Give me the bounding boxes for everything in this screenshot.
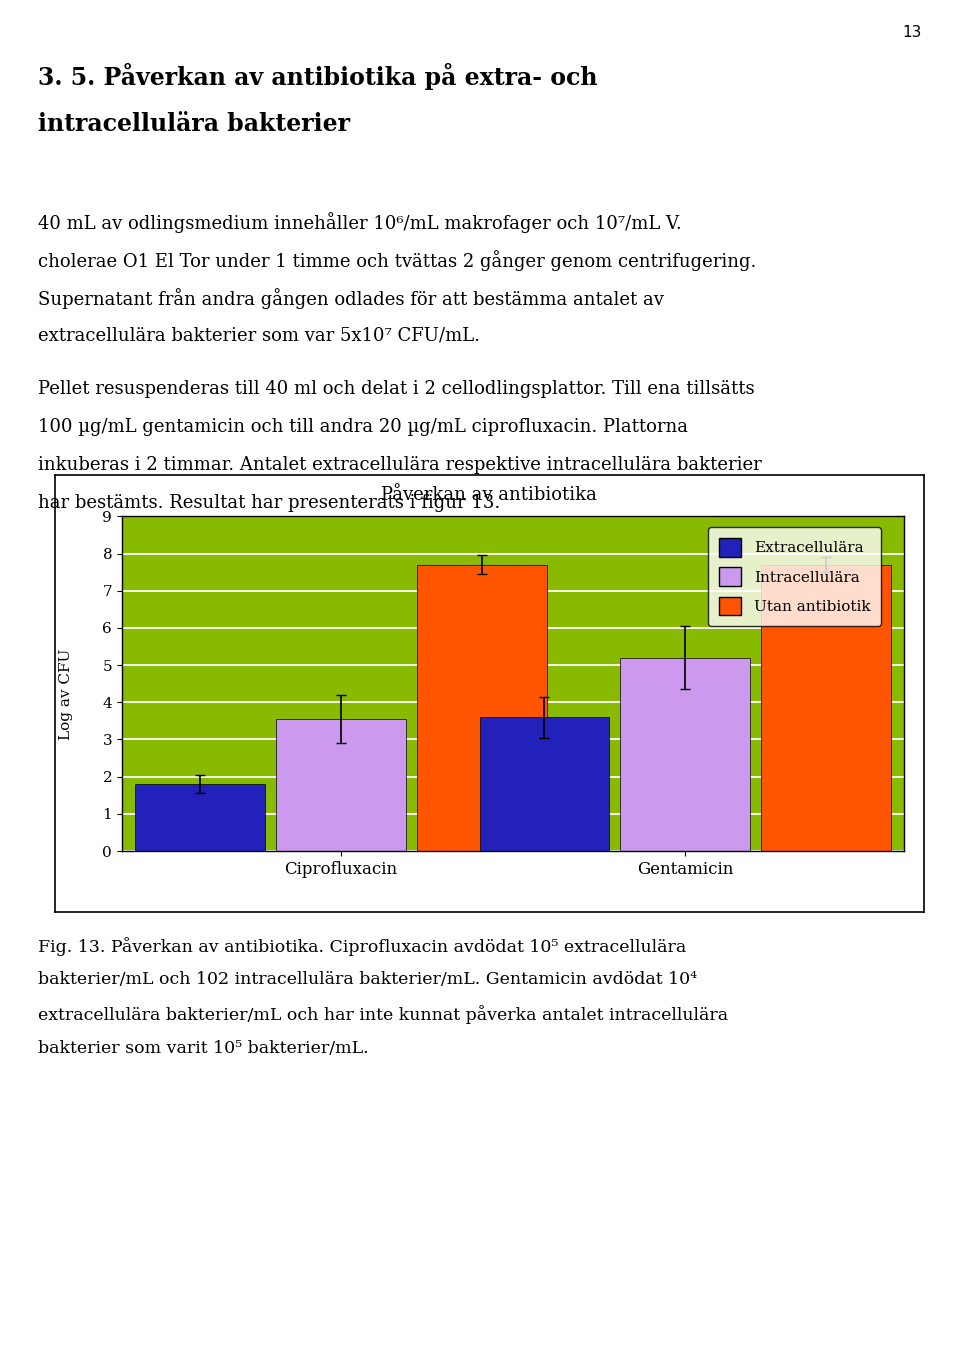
Text: 13: 13	[902, 25, 922, 40]
Text: inkuberas i 2 timmar. Antalet extracellulära respektive intracellulära bakterier: inkuberas i 2 timmar. Antalet extracellu…	[38, 456, 762, 474]
Text: cholerae O1 El Tor under 1 timme och tvättas 2 gånger genom centrifugering.: cholerae O1 El Tor under 1 timme och tvä…	[38, 250, 756, 270]
Bar	[276, 719, 406, 851]
Bar	[417, 564, 546, 851]
Text: bakterier/mL och 102 intracellulära bakterier/mL. Gentamicin avdödat 10⁴: bakterier/mL och 102 intracellulära bakt…	[38, 971, 698, 988]
Legend: Extracellulära, Intracellulära, Utan antibiotik: Extracellulära, Intracellulära, Utan ant…	[708, 527, 881, 626]
Text: har bestämts. Resultat har presenterats i figur 13.: har bestämts. Resultat har presenterats …	[38, 494, 501, 512]
Text: extracellulära bakterier som var 5x10⁷ CFU/mL.: extracellulära bakterier som var 5x10⁷ C…	[38, 326, 480, 344]
Bar	[761, 564, 891, 851]
Text: Fig. 13. Påverkan av antibiotika. Ciprofluxacin avdödat 10⁵ extracellulära: Fig. 13. Påverkan av antibiotika. Ciprof…	[38, 937, 686, 956]
Text: bakterier som varit 10⁵ bakterier/mL.: bakterier som varit 10⁵ bakterier/mL.	[38, 1040, 369, 1056]
Bar	[135, 784, 265, 851]
Text: extracellulära bakterier/mL och har inte kunnat påverka antalet intracellulära: extracellulära bakterier/mL och har inte…	[38, 1005, 729, 1024]
Bar	[480, 717, 610, 851]
Text: Log av CFU: Log av CFU	[60, 649, 73, 739]
Text: Påverkan av antibiotika: Påverkan av antibiotika	[381, 486, 597, 504]
Text: 3. 5. Påverkan av antibiotika på extra- och: 3. 5. Påverkan av antibiotika på extra- …	[38, 63, 598, 90]
Text: Supernatant från andra gången odlades för att bestämma antalet av: Supernatant från andra gången odlades fö…	[38, 288, 664, 309]
Bar	[620, 657, 750, 851]
Text: intracellulära bakterier: intracellulära bakterier	[38, 112, 350, 137]
Text: Pellet resuspenderas till 40 ml och delat i 2 cellodlingsplattor. Till ena tills: Pellet resuspenderas till 40 ml och dela…	[38, 380, 755, 398]
Text: 40 mL av odlingsmedium innehåller 10⁶/mL makrofager och 10⁷/mL V.: 40 mL av odlingsmedium innehåller 10⁶/mL…	[38, 212, 683, 232]
Text: 100 µg/mL gentamicin och till andra 20 µg/mL ciprofluxacin. Plattorna: 100 µg/mL gentamicin och till andra 20 µ…	[38, 418, 688, 436]
